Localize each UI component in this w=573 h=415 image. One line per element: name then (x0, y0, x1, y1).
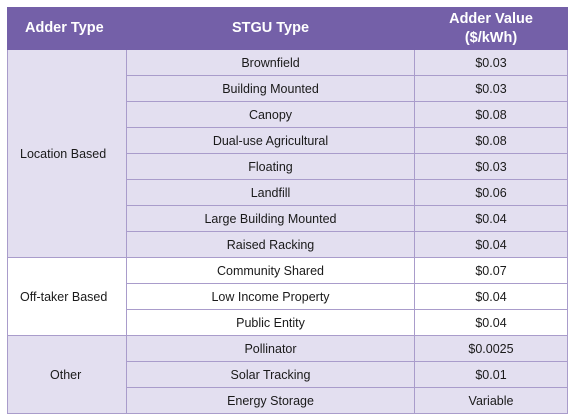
header-adder-type: Adder Type (7, 7, 127, 50)
adder-value-cell: $0.03 (414, 75, 568, 102)
adder-value-cell: $0.04 (414, 205, 568, 232)
group-other: Other Pollinator $0.0025 Solar Tracking … (7, 335, 568, 414)
table-row: Off-taker Based Community Shared $0.07 (7, 257, 568, 336)
stgu-type-cell: Community Shared (126, 257, 415, 284)
stgu-type-cell: Brownfield (126, 49, 415, 76)
stgu-type-cell: Dual-use Agricultural (126, 127, 415, 154)
table-row: Dual-use Agricultural $0.08 (8, 127, 568, 154)
table-row: Landfill $0.06 (8, 179, 568, 206)
table-row: Floating $0.03 (8, 153, 568, 180)
adder-value-cell: $0.08 (414, 127, 568, 154)
stgu-type-cell: Floating (126, 153, 415, 180)
header-stgu-type: STGU Type (126, 7, 415, 50)
group-off-taker-based: Off-taker Based Community Shared $0.07 L… (7, 257, 568, 336)
stgu-type-cell: Low Income Property (126, 283, 415, 310)
header-adder-value-unit: ($/kWh) (464, 29, 518, 46)
adder-value-table: Adder Type STGU Type Adder Value ($/kWh)… (7, 7, 568, 414)
stgu-type-cell: Raised Racking (126, 231, 415, 258)
stgu-type-cell: Energy Storage (126, 387, 415, 414)
table-row: Location Based Brownfield $0.03 (7, 49, 568, 258)
stgu-type-cell: Canopy (126, 101, 415, 128)
group-label-location-based: Location Based (7, 49, 127, 258)
adder-value-cell: $0.01 (414, 361, 568, 388)
table-row: Energy Storage Variable (8, 387, 568, 414)
stgu-type-cell: Building Mounted (126, 75, 415, 102)
table-row: Building Mounted $0.03 (8, 75, 568, 102)
table-header: Adder Type STGU Type Adder Value ($/kWh) (7, 7, 568, 50)
adder-value-cell: $0.08 (414, 101, 568, 128)
adder-value-cell: $0.07 (414, 257, 568, 284)
table-row: Raised Racking $0.04 (8, 231, 568, 258)
header-row: Adder Type STGU Type Adder Value ($/kWh) (7, 7, 568, 50)
header-adder-value-line1: Adder Value (449, 10, 533, 27)
stgu-type-cell: Landfill (126, 179, 415, 206)
group-label-off-taker-based: Off-taker Based (7, 257, 127, 336)
adder-value-cell: $0.04 (414, 231, 568, 258)
adder-value-cell: Variable (414, 387, 568, 414)
stgu-type-cell: Large Building Mounted (126, 205, 415, 232)
adder-value-cell: $0.03 (414, 49, 568, 76)
adder-value-cell: $0.06 (414, 179, 568, 206)
table-row: Other Pollinator $0.0025 (7, 335, 568, 414)
table-row: Low Income Property $0.04 (8, 283, 568, 310)
table-row: Large Building Mounted $0.04 (8, 205, 568, 232)
adder-value-cell: $0.04 (414, 283, 568, 310)
group-label-other: Other (7, 335, 127, 414)
header-adder-value: Adder Value ($/kWh) (414, 7, 568, 50)
stgu-type-cell: Public Entity (126, 309, 415, 336)
adder-value-cell: $0.04 (414, 309, 568, 336)
adder-value-cell: $0.0025 (414, 335, 568, 362)
adder-value-cell: $0.03 (414, 153, 568, 180)
stgu-type-cell: Solar Tracking (126, 361, 415, 388)
group-location-based: Location Based Brownfield $0.03 Building… (7, 49, 568, 258)
stgu-type-cell: Pollinator (126, 335, 415, 362)
table-row: Solar Tracking $0.01 (8, 361, 568, 388)
